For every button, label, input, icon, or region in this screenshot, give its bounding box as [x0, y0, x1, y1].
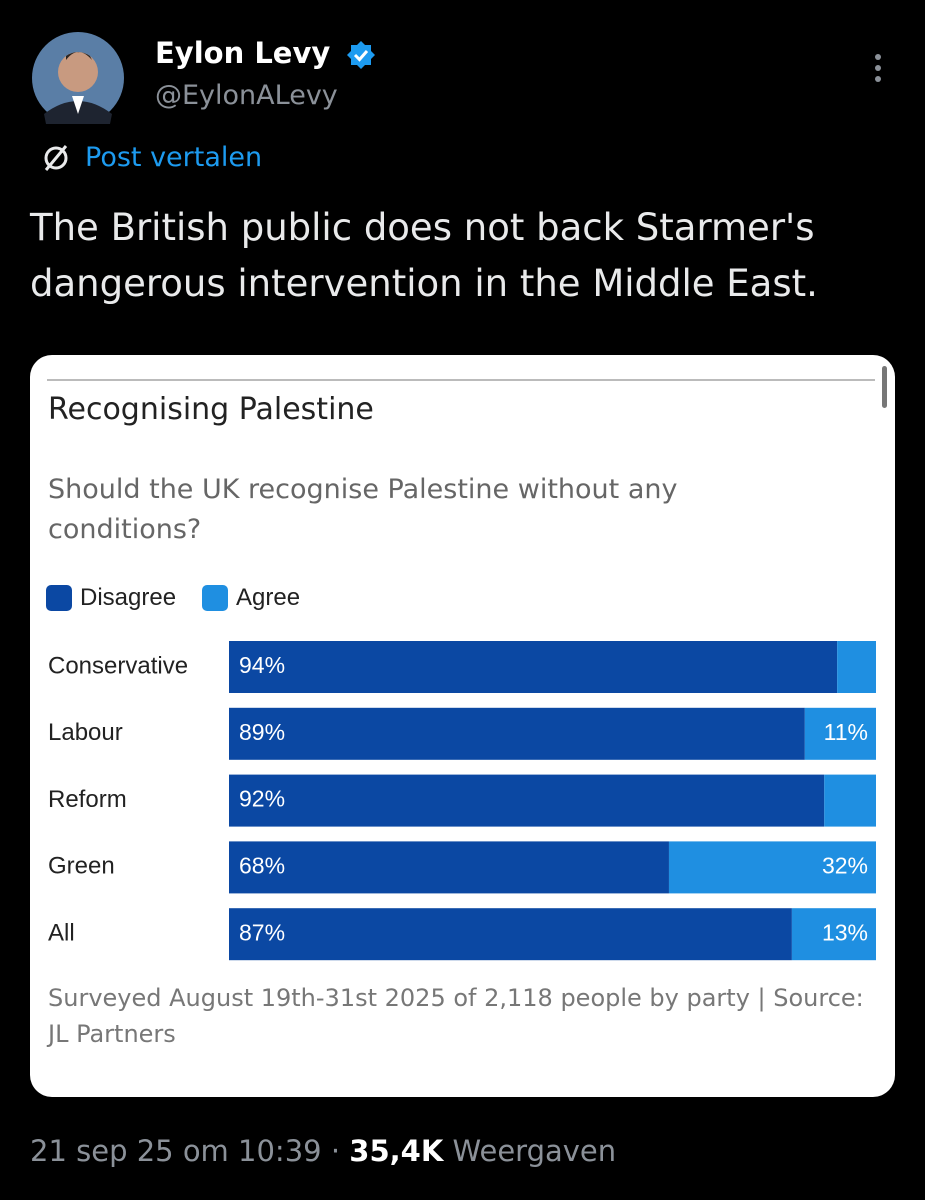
avatar[interactable]	[30, 30, 126, 126]
translate-icon	[44, 145, 68, 171]
translate-link[interactable]: Post vertalen	[85, 142, 263, 173]
views-count: 35,4K	[349, 1134, 444, 1168]
value-label: 68%	[239, 852, 285, 878]
bar-segment	[837, 641, 876, 693]
chart-title: Recognising Palestine	[48, 392, 374, 427]
scrollbar	[882, 366, 887, 408]
chart-note: Surveyed August 19th-31st 2025 of 2,118 …	[48, 984, 864, 1048]
bar-segment	[229, 641, 838, 693]
category-label: All	[48, 920, 75, 947]
category-label: Labour	[48, 719, 123, 746]
value-label: 89%	[239, 719, 285, 745]
bar-segment	[791, 908, 876, 961]
post-text: The British public does not back Starmer…	[30, 206, 818, 305]
category-label: Green	[48, 853, 115, 880]
separator: ·	[330, 1134, 341, 1168]
bar-segment	[824, 774, 876, 827]
timestamp: 21 sep 25 om 10:39	[30, 1134, 322, 1168]
bar-segment	[229, 841, 669, 894]
legend: Disagree Agree	[46, 584, 300, 612]
more-menu[interactable]	[868, 52, 888, 86]
legend-swatch	[202, 585, 229, 611]
value-label: 87%	[239, 919, 285, 945]
category-label: Conservative	[48, 652, 188, 679]
value-label: 11%	[824, 719, 868, 745]
author-handle[interactable]: @EylonALevy	[155, 80, 338, 111]
bar-segment	[229, 908, 792, 961]
post-meta: 21 sep 25 om 10:39 · 35,4K Weergaven	[30, 1134, 616, 1168]
value-label: 94%	[239, 652, 285, 678]
divider	[47, 379, 875, 381]
views-label: Weergaven	[452, 1134, 617, 1168]
value-label: 92%	[239, 786, 285, 812]
bar-segment	[229, 707, 805, 760]
chart: Conservative 94% Labour 89% 11% Reform 92% Gree…	[48, 641, 876, 961]
chart-subtitle: Should the UK recognise Palestine withou…	[48, 474, 678, 545]
value-label: 13%	[822, 919, 868, 945]
author-name[interactable]: Eylon Levy	[155, 36, 331, 70]
verified-badge	[347, 41, 375, 69]
legend-swatch	[46, 585, 72, 611]
bar-segment	[804, 707, 876, 760]
bar-segment	[668, 841, 876, 894]
bar-segment	[229, 774, 825, 827]
legend-label: Agree	[236, 584, 301, 611]
value-label: 32%	[822, 852, 868, 878]
legend-item: Agree	[202, 584, 300, 612]
legend-item: Disagree	[46, 584, 176, 612]
legend-label: Disagree	[80, 584, 177, 611]
category-label: Reform	[48, 786, 127, 813]
